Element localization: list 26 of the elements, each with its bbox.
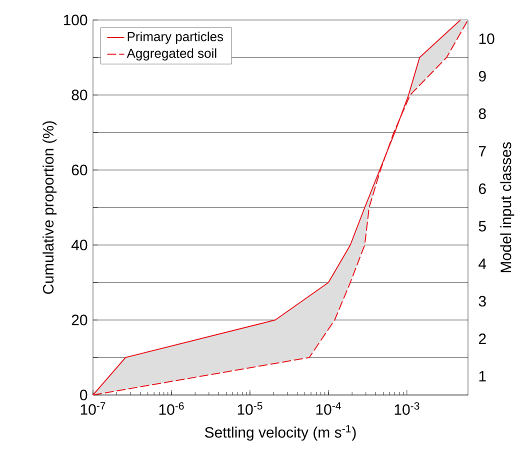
y-tick-label: 20 xyxy=(72,314,88,326)
y2-tick-label: 3 xyxy=(478,296,486,307)
x-tick-label: 10$^{-5}$ xyxy=(238,402,262,415)
y2-tick-label: 8 xyxy=(478,108,486,120)
y2-tick-label: 1 xyxy=(479,371,486,382)
y-tick-label: 100 xyxy=(64,14,88,26)
x-tick-label: 10$^{-7}$ xyxy=(80,402,106,415)
x-tick-label: 10$^{-3}$ xyxy=(394,402,420,415)
y-tick-label: 0 xyxy=(80,390,88,400)
x-tick-label: 10$^{-4}$ xyxy=(316,402,341,415)
y2-axis-title: Model input classes xyxy=(500,142,514,272)
y-axis-title: Cumulative proportion (%) xyxy=(42,121,57,294)
x-axis-title: Settling velocity (m s$^{-1}$) xyxy=(204,425,356,441)
legend-label: Primary particles xyxy=(128,32,224,44)
y-tick-label: 40 xyxy=(71,240,88,250)
y2-tick-label: 9 xyxy=(478,70,486,82)
y2-tick-label: 5 xyxy=(478,221,486,232)
y2-tick-label: 4 xyxy=(478,258,486,269)
legend-label: Aggregated soil xyxy=(126,48,216,60)
y-tick-label: 80 xyxy=(72,90,88,100)
x-tick-label: 10$^{-6}$ xyxy=(159,402,184,415)
y-tick-label: 60 xyxy=(72,164,88,176)
y2-tick-label: 6 xyxy=(478,183,486,194)
y2-tick-label: 7 xyxy=(478,146,486,156)
y2-tick-label: 10 xyxy=(479,33,494,44)
y2-tick-label: 2 xyxy=(478,334,486,344)
